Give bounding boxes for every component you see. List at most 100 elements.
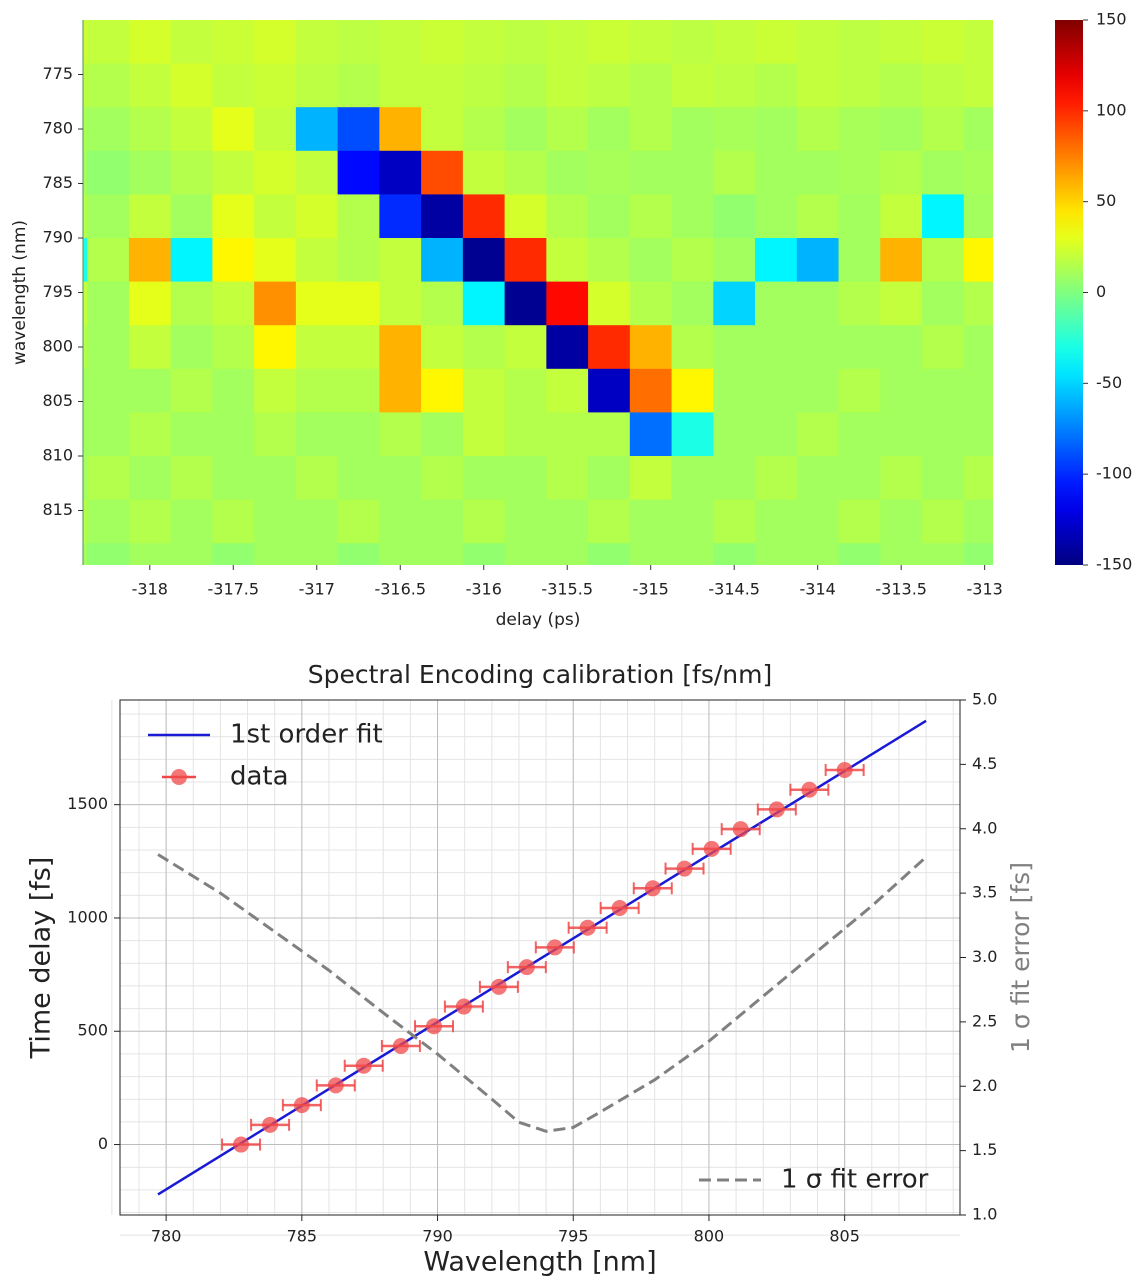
heatmap-cell	[880, 63, 923, 108]
legend-swatch	[171, 769, 187, 785]
heatmap-cell	[546, 543, 589, 565]
heatmap-cell	[87, 150, 130, 195]
heatmap-cell	[83, 412, 88, 457]
data-point	[676, 860, 693, 877]
heatmap-cell	[462, 150, 506, 195]
heatmap-cell	[337, 412, 380, 457]
heatmap-cell	[671, 281, 714, 326]
heatmap-cell	[83, 238, 88, 283]
heatmap-cell	[337, 63, 380, 108]
heatmap-cell	[838, 543, 881, 565]
x-tick-label: -314.5	[708, 580, 760, 599]
colorbar-tick-label: -150	[1096, 555, 1132, 574]
heatmap-cell	[379, 238, 422, 283]
colorbar-tick-label: -100	[1096, 464, 1132, 483]
y-axis-label: wavelength (nm)	[10, 220, 30, 365]
heatmap-cell	[87, 325, 130, 370]
heatmap-cell	[254, 412, 297, 457]
heatmap-cell	[421, 63, 464, 108]
heatmap-cell	[212, 456, 255, 501]
heatmap-cell	[796, 107, 840, 152]
heatmap-cell	[755, 368, 798, 413]
heatmap-cell	[796, 543, 840, 565]
heatmap-cell	[462, 412, 506, 457]
x-tick-label: 800	[694, 1227, 725, 1246]
data-point	[732, 821, 749, 838]
x-tick-label: -313.5	[875, 580, 927, 599]
x-tick-label: 780	[151, 1227, 182, 1246]
heatmap-cell	[254, 194, 297, 239]
series-line	[157, 853, 928, 1133]
y-tick-label: 780	[42, 119, 73, 138]
heatmap-cell	[629, 499, 673, 544]
heatmap-cell	[713, 325, 756, 370]
heatmap-cell	[379, 63, 422, 108]
heatmap-cell	[212, 281, 255, 326]
heatmap-cell	[963, 499, 993, 544]
heatmap-cell	[629, 107, 673, 152]
heatmap-cell	[212, 368, 255, 413]
legend-label: 1 σ fit error	[781, 1165, 929, 1195]
heatmap-cell	[963, 368, 993, 413]
heatmap-cell	[922, 456, 965, 501]
heatmap-cell	[546, 412, 589, 457]
data-point	[392, 1037, 409, 1054]
heatmap-cell	[504, 499, 547, 544]
heatmap-cell	[922, 194, 965, 239]
heatmap-cell	[295, 543, 339, 565]
x-tick-label: -314	[800, 580, 836, 599]
data-point	[490, 978, 507, 995]
heatmap-cell	[963, 107, 993, 152]
data-point	[611, 899, 628, 916]
heatmap-cell	[421, 412, 464, 457]
heatmap-cell	[254, 325, 297, 370]
heatmap-cell	[504, 412, 547, 457]
heatmap-cell	[337, 543, 380, 565]
heatmap-cell	[629, 368, 673, 413]
heatmap-cell	[295, 412, 339, 457]
heatmap-cell	[796, 412, 840, 457]
heatmap-cell	[755, 456, 798, 501]
heatmap-cell	[128, 20, 172, 65]
heatmap-cell	[796, 325, 840, 370]
heatmap-cell	[713, 281, 756, 326]
heatmap-cell	[671, 499, 714, 544]
y-tick-label: 790	[42, 228, 73, 247]
heatmap-cell	[588, 543, 631, 565]
heatmap-cell	[83, 499, 88, 544]
heatmap-cell	[629, 281, 673, 326]
heatmap-cell	[379, 150, 422, 195]
heatmap-cell	[796, 238, 840, 283]
heatmap-cell	[295, 238, 339, 283]
data-point	[355, 1057, 372, 1074]
heatmap-cell	[337, 20, 380, 65]
heatmap-cell	[170, 107, 213, 152]
heatmap-cell	[295, 194, 339, 239]
data-point	[233, 1136, 250, 1153]
heatmap-cell	[421, 107, 464, 152]
heatmap-cell	[87, 20, 130, 65]
data-point	[836, 762, 853, 779]
heatmap-cell	[963, 20, 993, 65]
heatmap-cell	[713, 63, 756, 108]
heatmap-cell	[295, 499, 339, 544]
heatmap-cell	[379, 368, 422, 413]
heatmap-cell	[212, 194, 255, 239]
heatmap-cell	[838, 325, 881, 370]
heatmap-cell	[629, 412, 673, 457]
heatmap-cell	[295, 456, 339, 501]
x-tick-label: -317.5	[207, 580, 259, 599]
heatmap-cell	[963, 543, 993, 565]
heatmap-cell	[212, 238, 255, 283]
heatmap-cell	[713, 499, 756, 544]
y2-tick-label: 1.5	[972, 1140, 997, 1159]
heatmap-cell	[170, 368, 213, 413]
heatmap-cell	[254, 107, 297, 152]
data-point	[293, 1097, 310, 1114]
heatmap-cell	[671, 20, 714, 65]
heatmap-cell	[588, 368, 631, 413]
y-tick-label: 800	[42, 337, 73, 356]
heatmap-cell	[546, 20, 589, 65]
heatmap-cell	[546, 63, 589, 108]
heatmap-cell	[671, 325, 714, 370]
